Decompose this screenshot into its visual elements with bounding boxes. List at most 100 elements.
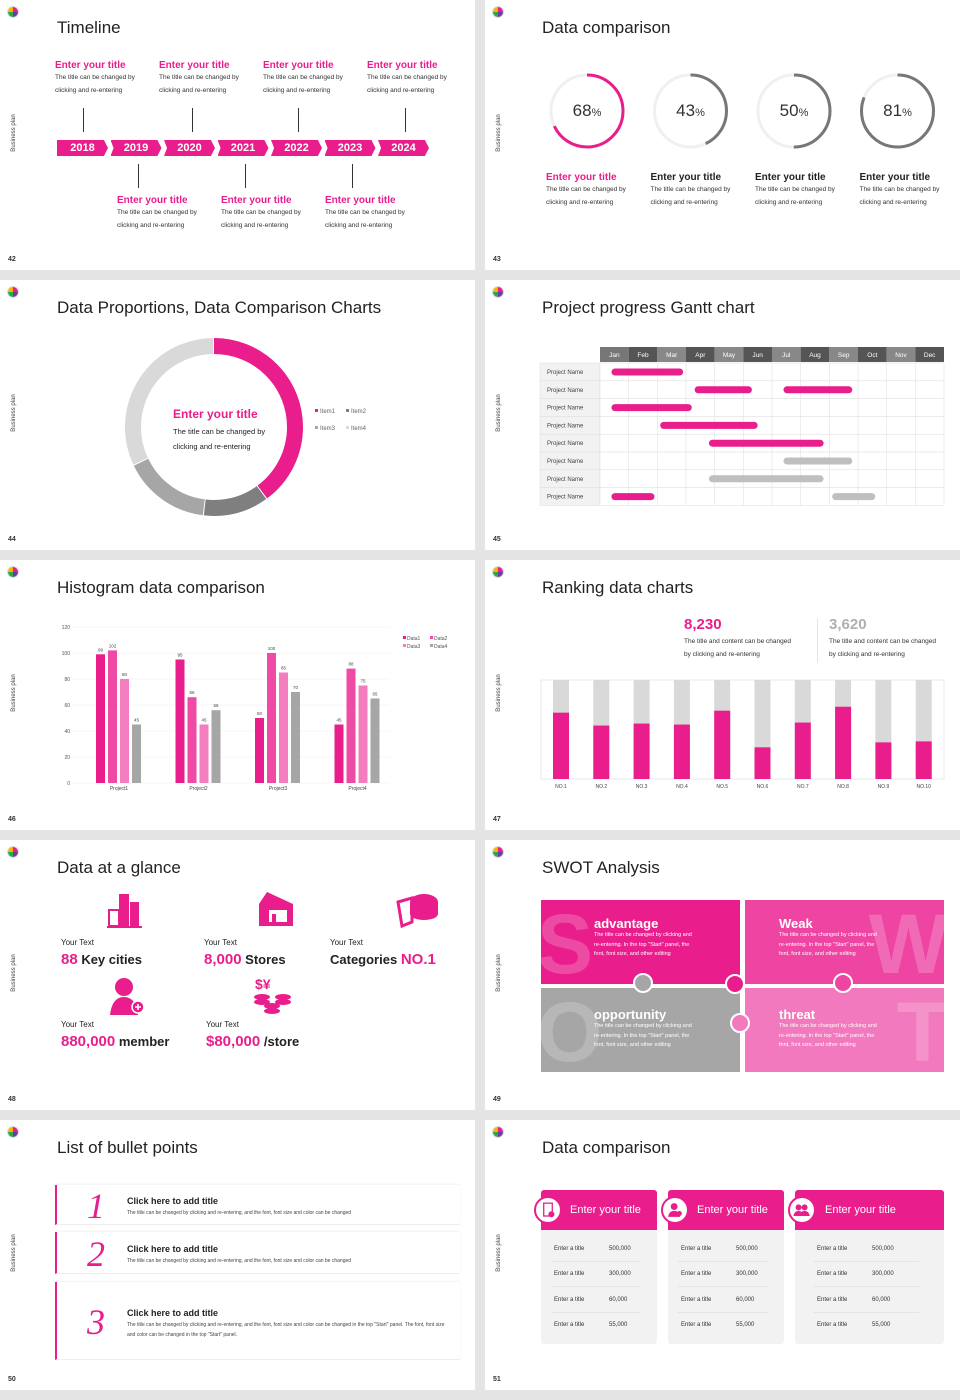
glance-value: Categories NO.1 [330,951,436,968]
glance-value: 8,000 Stores [204,951,286,968]
bullet-number: 2 [87,1234,105,1274]
timeline-item-body: clicking and re-entering [221,222,289,229]
gantt-month-label: Oct [867,352,877,359]
logo-icon [7,286,19,298]
users-group-icon [788,1196,816,1224]
pie-chart-3d-icon [396,890,440,932]
gantt-month-header [772,347,801,362]
slide-44[interactable]: Business plan 44 Data Proportions, Data Co… [0,280,475,550]
progress-unit: % [902,107,912,119]
data-card-row-label: Enter a title [817,1271,848,1278]
bullet-item[interactable]: 3 Click here to add title The title can be… [55,1282,460,1360]
legend-label: Item2 [351,409,367,415]
swot-text: opportunity The title can be changed by c… [594,1007,734,1051]
data-card-row-value: 500,000 [609,1246,631,1252]
data-card-row-label: Enter a title [554,1321,585,1328]
timeline-item: Enter your title The title can be changed… [263,60,363,97]
slide-47[interactable]: Business plan 47 Ranking data charts 8,230 T… [485,560,960,830]
gantt-month-header [886,347,916,362]
glance-value: $80,000 /store [206,1033,299,1050]
data-card-row-label: Enter a title [681,1246,712,1252]
coins-currency-icon: $¥ [253,975,297,1017]
bullet-title: Click here to add title [127,1196,219,1206]
bar-data4 [132,724,141,783]
glance-value: 880,000 member [61,1033,169,1050]
progress-ring-fill [860,73,935,149]
comparison-item-title: Enter your title [755,172,826,183]
timeline-item-title: Enter your title [367,60,438,71]
bar-data2 [108,650,117,783]
timeline-year-segment[interactable]: 2022 [271,140,322,156]
data-card-divider [678,1311,768,1313]
swot-body: font, font size, and other editing [594,951,671,957]
swot-block-weak[interactable]: W Weak The title can be changed by clickin… [745,900,944,984]
slide-45[interactable]: Business plan 45 Project progress Gantt ch… [485,280,960,550]
ranking-bar-fill [673,724,690,779]
page-number: 44 [8,536,16,543]
progress-value: 43% [661,101,721,121]
logo-icon [492,6,504,18]
timeline-year-segment[interactable]: 2020 [164,140,215,156]
bar-data-label: 45 [201,718,207,723]
donut-slice-item1 [125,338,303,516]
comparison-item-body: The title can be changed by [546,186,626,193]
gantt-bar [660,421,758,429]
bar-data-label: 65 [372,692,378,697]
glance-number: 880,000 [61,1033,116,1050]
timeline-year-segment[interactable]: 2021 [217,140,269,156]
gantt-month-label: Sep [838,352,850,359]
donut-chart: Item1 Item2 Item3 Item4 [125,338,367,516]
bar-data3 [358,685,368,783]
timeline-item: Enter your title The title can be changed… [367,60,467,97]
ranking-bar-label: NO.3 [636,784,648,790]
timeline-item: Enter your title The title can be changed… [55,60,155,97]
data-card-row-value: 60,000 [736,1296,755,1303]
timeline-year-segment[interactable]: 2019 [110,140,162,156]
timeline-connector [298,108,299,132]
glance-number: 8,000 [204,951,242,968]
swot-text: threat The title can be changed by clicki… [779,1007,919,1051]
bar-data-label: 45 [336,718,342,723]
timeline-year-segment[interactable]: 2023 [324,140,376,156]
data-card-row-value: 500,000 [736,1246,758,1252]
legend-swatch [403,644,406,647]
ranking-bar-fill [875,742,892,779]
bullet-body: The title can be changed by clicking and… [127,1322,445,1338]
swot-body: font, font size, and other editing [779,1042,856,1048]
slide-42[interactable]: Business plan 42 Timeline 2018 2019 2020 2021 2… [0,0,475,270]
bar-data1 [255,718,264,783]
gantt-month-header [600,347,629,362]
gantt-row-label: Project Name [547,459,584,465]
slide-50[interactable]: Business plan 50 List of bullet points 1 Cli… [0,1120,475,1390]
swot-letter: O [541,988,603,1072]
slide-48[interactable]: Business plan 48 Data at a glance Your Text… [0,840,475,1110]
glance-label: Your Text [61,1020,94,1029]
data-card: Enter your title Enter a title 500,000 Ente… [795,1190,944,1344]
progress-value: 50% [764,101,824,121]
timeline-item-body: clicking and re-entering [325,222,393,229]
gantt-month-label: Jul [782,352,791,359]
bullet-item[interactable]: 1 Click here to add title The title can be… [55,1185,460,1226]
timeline-year-segment[interactable]: 2018 [57,140,108,156]
x-tick-label: Project1 [110,786,129,792]
bar-data-label: 102 [109,643,117,648]
bar-data4 [291,692,300,783]
slide-51[interactable]: Business plan 51 Data comparison Enter your… [485,1120,960,1390]
timeline-year-segment[interactable]: 2024 [378,140,429,156]
progress-rings [549,73,935,149]
data-card-divider [678,1286,768,1288]
slide-title: Data comparison [542,18,671,37]
gantt-bar [708,475,824,483]
slide-43[interactable]: Business plan 43 Data comparison 68% Enter y… [485,0,960,270]
bullet-item[interactable]: 2 Click here to add title The title can be… [55,1232,460,1274]
slide-46[interactable]: Business plan 46 Histogram data comparison… [0,560,475,830]
legend-label: Item1 [320,409,336,415]
bar-data-label: 99 [98,647,104,652]
comparison-item-body: The title can be changed by [859,186,940,193]
legend-label: Data1 [407,636,421,642]
gantt-bar [708,439,824,447]
